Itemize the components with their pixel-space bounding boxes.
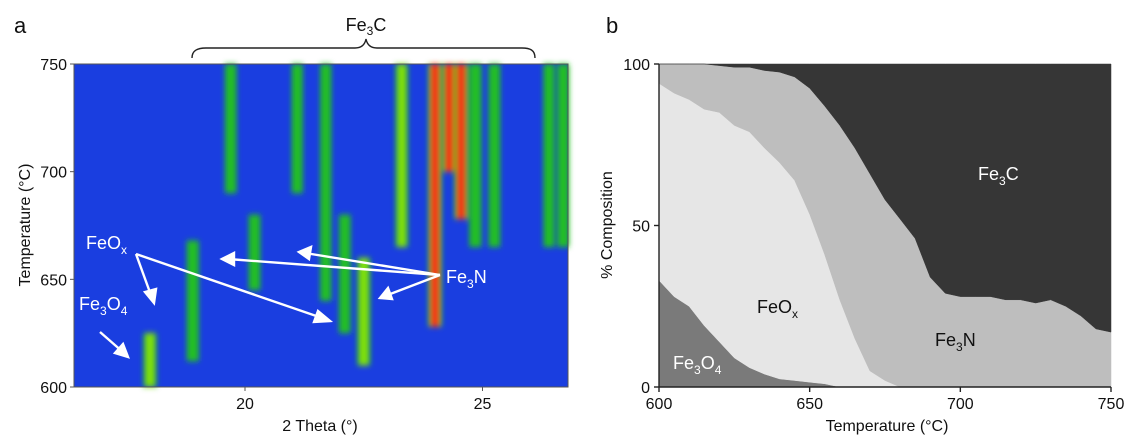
composition-area-plot: [658, 63, 1112, 388]
region-label-feox: FeOx: [757, 297, 798, 321]
arrow-fe3n-mid-head: [296, 245, 313, 262]
heatmap-peak: [341, 214, 349, 334]
heatmap-peak: [359, 257, 368, 366]
heatmap-plot-area: [74, 64, 570, 387]
composition-x-tick-label: 750: [1098, 396, 1125, 413]
arrow-fe3o4-head: [112, 341, 131, 359]
heatmap-y-tick-label: 700: [40, 165, 67, 182]
heatmap-y-tick-label: 650: [40, 272, 67, 289]
composition-axes: 0 50 100 600 650 700 750: [623, 57, 1124, 413]
panel-a-letter: a: [14, 13, 27, 38]
composition-y-tick-label: 100: [623, 57, 650, 74]
composition-y-axis-label: % Composition: [599, 171, 616, 279]
heatmap-y-axis-label: Temperature (°C): [17, 164, 34, 287]
composition-y-tick-label: 0: [641, 380, 650, 397]
heatmap-x-axis-label: 2 Theta (°): [282, 418, 357, 435]
heatmap-peak: [294, 64, 301, 194]
composition-x-tick-label: 600: [646, 396, 673, 413]
heatmap-x-tick-label: 25: [474, 396, 492, 413]
region-label-fe3o4: Fe3O4: [673, 353, 722, 377]
heatmap-y-tick-label: 750: [40, 57, 67, 74]
heatmap-y-axis: 600 650 700 750: [40, 57, 74, 397]
area-series-fe3c: [659, 63, 1112, 333]
composition-x-tick-label: 650: [796, 396, 823, 413]
heatmap-peak: [430, 64, 440, 327]
heatmap-peak: [251, 214, 258, 291]
composition-x-tick-label: 700: [947, 396, 974, 413]
composition-x-axis-label: Temperature (°C): [826, 418, 949, 435]
arrow-fe3n-left: [227, 257, 441, 277]
heatmap-peak: [444, 64, 454, 172]
heatmap-y-tick-label: 600: [40, 380, 67, 397]
heatmap-peak: [189, 240, 197, 362]
heatmap-peak: [559, 64, 567, 248]
heatmap-peak: [227, 64, 235, 194]
arrow-fe3n-down-head: [377, 285, 394, 301]
arrow-feox-right-head: [312, 308, 334, 324]
panel-b-letter: b: [606, 13, 618, 38]
heatmap-peak: [397, 64, 406, 248]
label-fe3n: Fe3N: [446, 267, 487, 291]
arrow-feox-right: [135, 252, 326, 321]
panel-b: b 0 50 100 600 650 700 750 % Composition Tempe…: [599, 13, 1124, 435]
heatmap-x-tick-label: 20: [236, 396, 254, 413]
annotation-arrows: [99, 245, 441, 359]
heatmap-x-axis: 20 25: [236, 387, 492, 413]
composition-y-tick-label: 50: [632, 219, 650, 236]
heatmap-peak: [471, 64, 480, 248]
heatmap-peak: [490, 64, 498, 248]
heatmap-peak: [545, 64, 553, 248]
arrow-fe3n-mid: [304, 251, 441, 277]
label-feox: FeOx: [86, 233, 127, 257]
heatmap-frame: [73, 63, 569, 388]
heatmap-peak: [322, 64, 329, 301]
arrow-fe3n-down: [384, 273, 441, 298]
fe3c-bracket-label: Fe3C: [346, 15, 387, 38]
region-label-fe3n: Fe3N: [935, 330, 976, 354]
heatmap-peak: [456, 64, 466, 220]
region-label-fe3c: Fe3C: [978, 164, 1019, 188]
arrow-fe3n-left-head: [219, 251, 236, 267]
fe3c-bracket: [191, 38, 536, 59]
heatmap-peak: [145, 333, 155, 387]
label-fe3o4: Fe3O4: [79, 294, 128, 318]
arrow-feox-down-head: [142, 287, 158, 306]
